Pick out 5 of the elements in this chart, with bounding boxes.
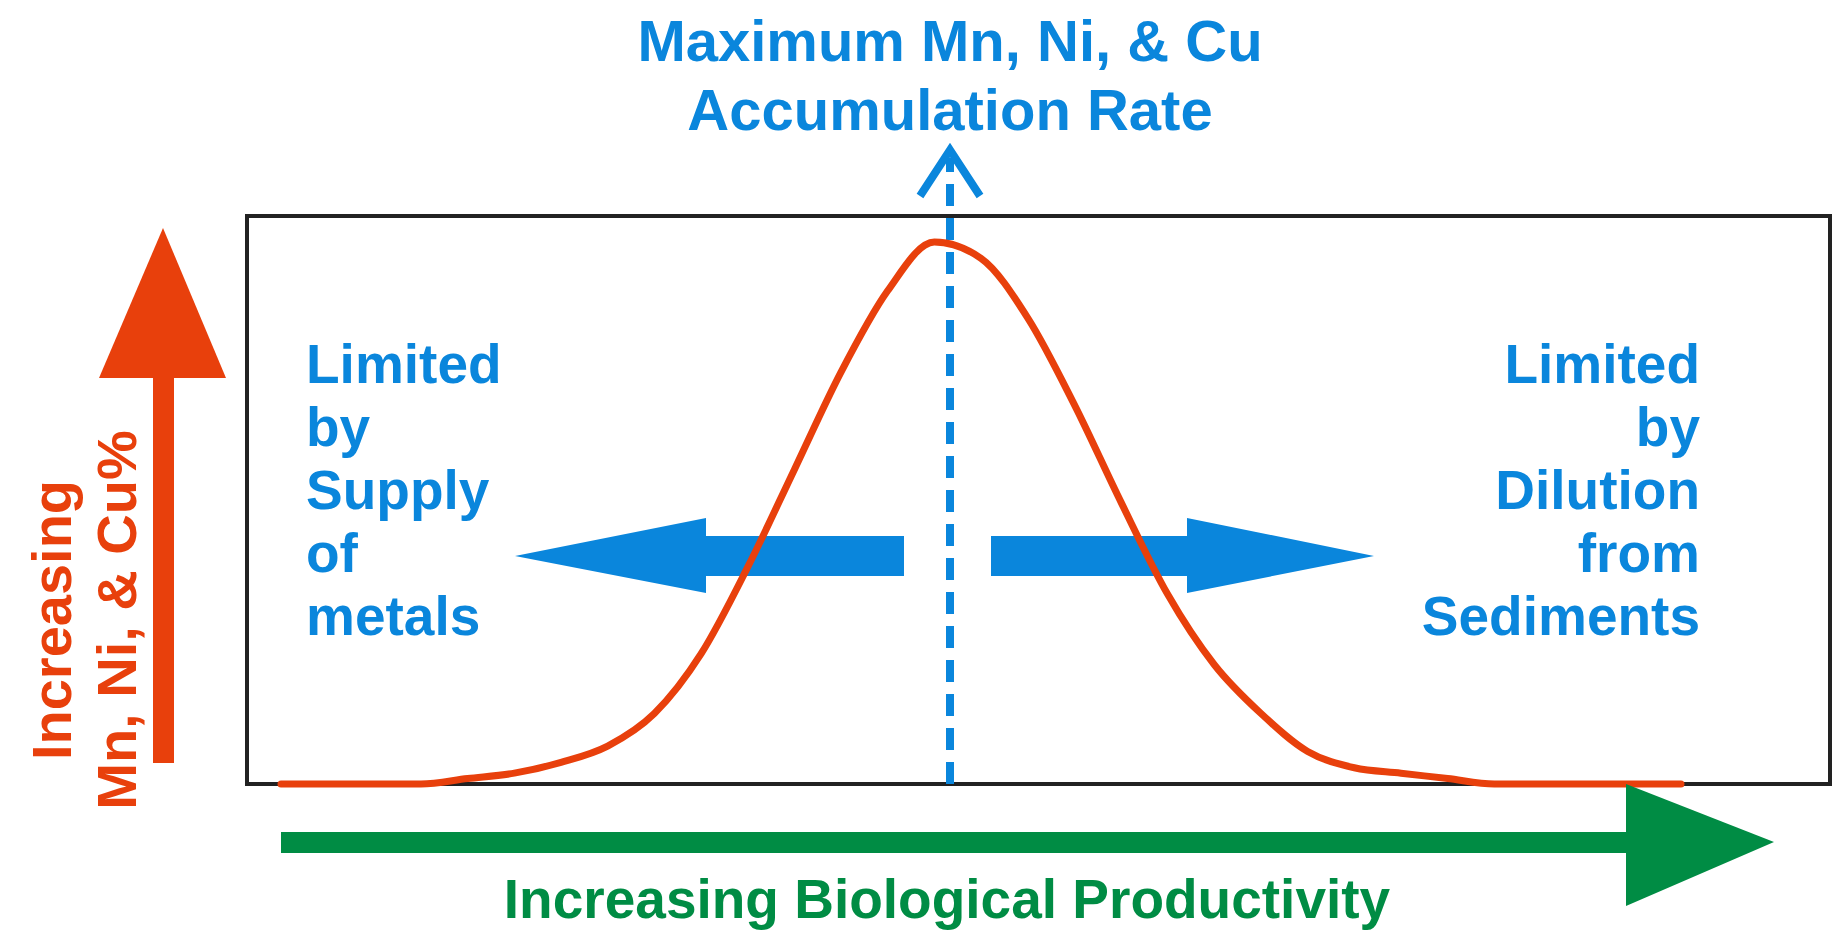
y-axis-title: Increasing Mn, Ni, & Cu% [20,430,148,810]
x-axis-title: Increasing Biological Productivity [503,868,1391,930]
annotation: Limited by Dilution from Sediments [1421,333,1701,647]
annotation: Limited by Supply of metals [306,333,502,647]
chart-title: Maximum Mn, Ni, & Cu Accumulation Rate [637,8,1263,142]
